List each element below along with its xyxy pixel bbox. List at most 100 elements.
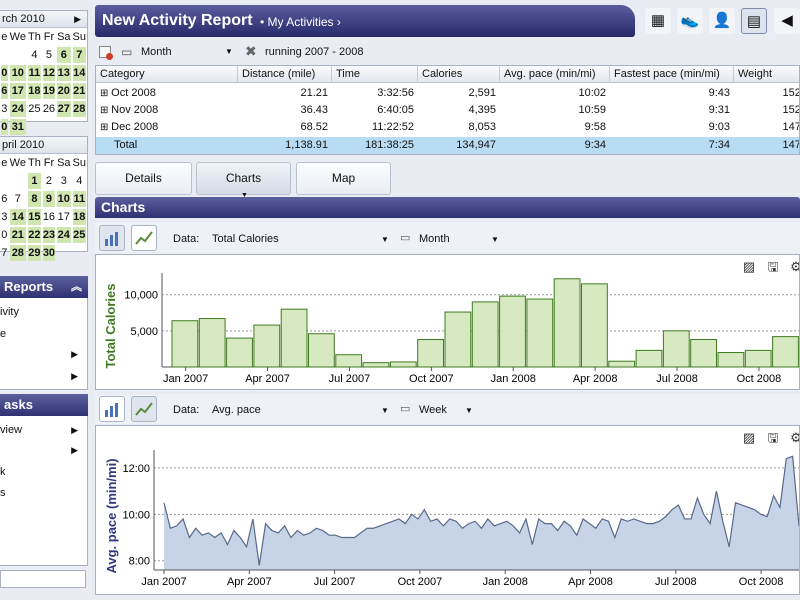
calendar-day[interactable]: 0 [1, 119, 8, 135]
shoe-icon[interactable]: 👟 [677, 8, 703, 34]
chevron-down-icon[interactable]: ▼ [381, 235, 389, 244]
calendar-day[interactable]: 3 [1, 103, 8, 115]
chevron-down-icon[interactable]: ▼ [381, 406, 389, 415]
calendar-day[interactable]: 21 [9, 227, 26, 243]
reports-item-activity[interactable]: ivity [0, 303, 88, 321]
chevron-down-icon[interactable]: ▼ [491, 235, 499, 244]
table-row[interactable]: ⊞ Nov 2008 36.43 6:40:05 4,395 10:59 9:31 152.… [96, 102, 799, 119]
bar[interactable] [171, 320, 199, 368]
pace-line[interactable] [163, 455, 799, 566]
calendar-day[interactable]: 10 [9, 65, 26, 81]
group-by-value[interactable]: Month [141, 46, 172, 58]
calendar-april-grid[interactable]: e We Th Fr Sa Su 1 2 3 4 6 7 8 9 10 11 3 14 15 16 17 18 0 21 22 2… [0, 154, 87, 262]
calendar-day[interactable]: 24 [9, 101, 26, 117]
calendar-day[interactable]: 25 [28, 103, 41, 115]
expand-icon[interactable]: ⊞ [100, 105, 112, 116]
calendar-day[interactable]: 8 [27, 191, 41, 207]
tab-details[interactable]: Details [95, 162, 192, 195]
calendar-day[interactable]: 22 [27, 227, 41, 243]
options-gear-icon[interactable]: ⚙ [788, 259, 799, 275]
calendar-day[interactable]: 30 [42, 245, 56, 261]
table-row[interactable]: ⊞ Dec 2008 68.52 11:22:52 8,053 9:58 9:03 147.… [96, 119, 799, 136]
calendar-day[interactable]: 31 [9, 119, 26, 135]
calendar-day[interactable]: 11 [72, 191, 86, 207]
group-select[interactable]: Week [419, 404, 447, 416]
reports-item-3[interactable]: ▶ [0, 345, 88, 363]
calendar-view-icon[interactable]: ▦ [645, 8, 671, 34]
calendar-day[interactable]: 13 [57, 65, 71, 81]
bar[interactable] [526, 298, 554, 368]
bar[interactable] [690, 339, 718, 368]
expand-icon[interactable]: ⊞ [100, 88, 112, 99]
tasks-item-3[interactable]: k [0, 463, 88, 481]
calendar-day[interactable]: 3 [60, 175, 67, 187]
bar-chart-type-icon[interactable] [99, 396, 125, 422]
tasks-item-view[interactable]: view ▶ [0, 421, 88, 439]
data-select[interactable]: Total Calories [212, 233, 279, 245]
expand-icon[interactable]: ⊞ [100, 122, 112, 133]
table-header-row[interactable]: Category Distance (mile) Time Calories Avg. … [96, 66, 799, 83]
sidebar-search-input[interactable] [0, 570, 86, 588]
calendar-day[interactable]: 17 [9, 83, 26, 99]
save-icon[interactable]: 🖫 [767, 430, 779, 445]
bar[interactable] [635, 349, 663, 368]
calendar-day[interactable]: 27 [57, 101, 71, 117]
calendar-march-grid[interactable]: e We Th Fr Sa Su 4 5 6 7 0 10 11 12 13 14 6 17 18 19 20 21 3 24… [0, 28, 87, 136]
calendar-day[interactable]: 28 [9, 245, 26, 261]
calendar-day[interactable]: 16 [42, 211, 56, 223]
tab-map[interactable]: Map [296, 162, 391, 195]
calendar-day[interactable]: 9 [42, 191, 56, 207]
bar[interactable] [280, 308, 308, 368]
column-header[interactable]: Fastest pace (min/mi) [610, 66, 734, 83]
chart-image-icon[interactable]: ▨ [742, 430, 756, 445]
back-arrow-icon[interactable]: ◀ [774, 8, 800, 34]
column-header[interactable]: Distance (mile) [238, 66, 332, 83]
bar-chart-type-icon[interactable] [99, 225, 125, 251]
column-header[interactable]: Avg. pace (min/mi) [500, 66, 610, 83]
calendar-day[interactable]: 7 [72, 47, 86, 63]
calendar-day[interactable]: 26 [42, 103, 56, 115]
calendar-day[interactable]: 0 [1, 229, 8, 241]
column-header[interactable]: Time [332, 66, 418, 83]
line-chart-type-icon[interactable] [131, 396, 157, 422]
reports-item-4[interactable]: ▶ [0, 367, 88, 385]
filter-input[interactable]: running 2007 - 2008 [265, 46, 364, 58]
bar[interactable] [499, 295, 526, 368]
calendar-day[interactable]: 24 [57, 227, 71, 243]
report-settings-icon[interactable] [99, 46, 113, 60]
calendar-day[interactable]: 17 [57, 211, 70, 223]
reports-item-2[interactable]: e [0, 325, 88, 343]
chevron-down-icon[interactable]: ▼ [465, 406, 473, 415]
bar[interactable] [744, 349, 772, 368]
clear-filter-icon[interactable]: ✖ [245, 43, 257, 59]
table-total-row[interactable]: Total 1,138.91 181:38:25 134,947 9:34 7:34 147… [96, 137, 799, 154]
calendar-day[interactable]: 5 [45, 49, 52, 61]
calendar-day[interactable]: 3 [1, 211, 8, 223]
calendar-day[interactable]: 1 [27, 173, 41, 189]
tasks-header[interactable]: asks [0, 394, 88, 416]
calendar-day[interactable]: 0 [1, 65, 8, 81]
calendar-day[interactable]: 29 [27, 245, 41, 261]
bar[interactable] [444, 311, 472, 368]
tasks-item-4[interactable]: s [0, 484, 88, 502]
calendar-day[interactable]: 14 [9, 209, 26, 225]
athlete-icon[interactable]: 👤 [709, 8, 735, 34]
calendar-day[interactable]: 4 [31, 49, 38, 61]
bar[interactable] [308, 333, 335, 368]
calendar-day[interactable]: 4 [76, 175, 83, 187]
column-header[interactable]: Category [96, 66, 238, 83]
bar[interactable] [198, 318, 226, 368]
bar[interactable] [335, 354, 363, 368]
calendar-day[interactable]: 18 [72, 209, 86, 225]
calendar-day[interactable]: 6 [1, 193, 8, 205]
calendar-day[interactable]: 10 [57, 191, 71, 207]
chart-image-icon[interactable]: ▨ [742, 259, 756, 274]
calendar-day[interactable]: 25 [72, 227, 86, 243]
tasks-item-2[interactable]: ▶ [0, 441, 88, 459]
calendar-day[interactable]: 2 [45, 175, 52, 187]
calendar-day[interactable]: 21 [72, 83, 86, 99]
calendar-day[interactable]: 23 [42, 227, 56, 243]
chevron-down-icon[interactable]: ▼ [225, 47, 233, 56]
bar[interactable] [553, 278, 581, 368]
calendar-day[interactable]: 12 [42, 65, 56, 81]
